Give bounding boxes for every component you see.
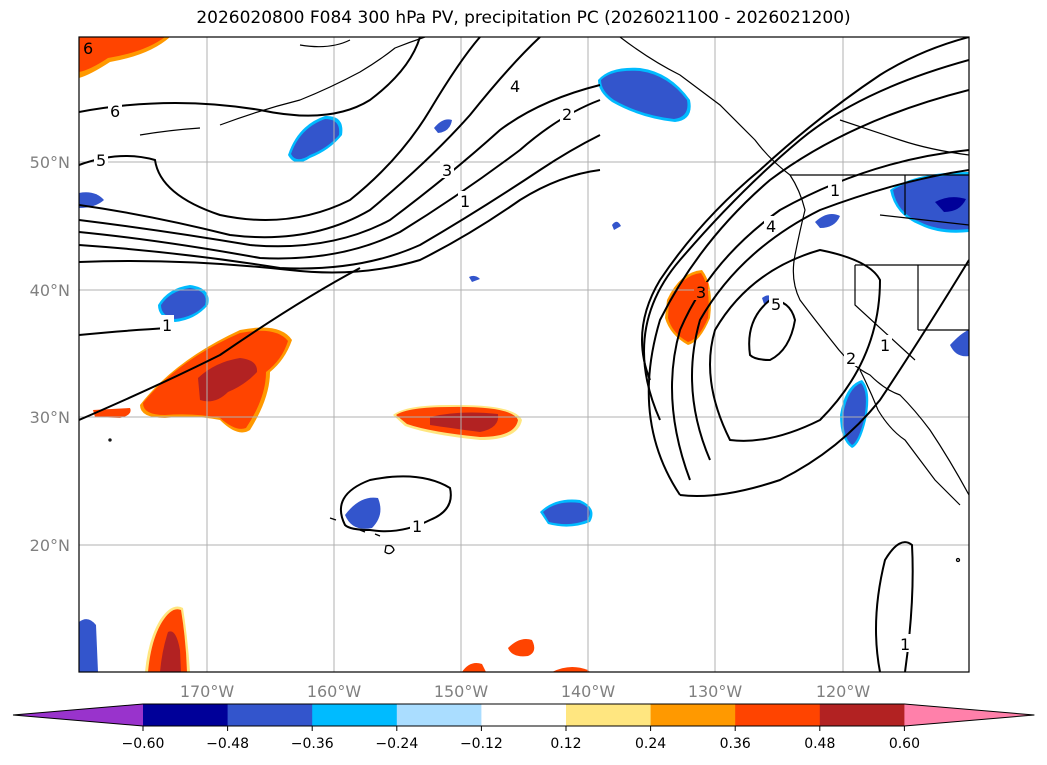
colorbar-tick-label: 0.36: [720, 736, 751, 752]
precip-negative-area: [543, 502, 590, 525]
precip-negative-area: [950, 330, 969, 357]
precip-positive-area: [508, 639, 535, 657]
precip-negative-area: [469, 275, 480, 282]
contour-label: 5: [96, 151, 106, 170]
precip-negative-area: [893, 175, 969, 230]
lon-label: 150°W: [434, 682, 489, 701]
colorbar-extend-low: [13, 704, 143, 726]
colorbar-tick-label: 0.60: [889, 736, 920, 752]
lon-label: 130°W: [688, 682, 743, 701]
colorbar-tick-label: −0.24: [375, 736, 418, 752]
contour-label: 2: [562, 105, 572, 124]
contour-label: 1: [880, 336, 890, 355]
colorbar-segment: [650, 704, 736, 726]
precip-negative-area: [612, 221, 621, 230]
lat-label: 40°N: [30, 281, 70, 300]
lat-label: 20°N: [30, 536, 70, 555]
lon-label: 170°W: [180, 682, 235, 701]
contour-label: 1: [900, 635, 910, 654]
contour-label: 1: [162, 316, 172, 335]
contour-label: 1: [830, 181, 840, 200]
contour-label: 4: [766, 217, 776, 236]
colorbar-extend-high: [904, 704, 1035, 726]
islands: [108, 438, 961, 563]
colorbar-segment: [819, 704, 905, 726]
colorbar-segment: [143, 704, 229, 726]
contour-label: 6: [110, 102, 120, 121]
precip-negative-area: [79, 619, 98, 672]
colorbar-tick-label: −0.36: [291, 736, 334, 752]
latitude-labels: 50°N 40°N 30°N 20°N: [30, 153, 70, 555]
colorbar-tick-label: 0.48: [804, 736, 835, 752]
gridlines: [79, 37, 969, 672]
lat-label: 50°N: [30, 153, 70, 172]
contour-label: 3: [696, 283, 706, 302]
precip-negative-area: [345, 497, 381, 529]
precip-negative-area: [843, 383, 866, 445]
contour-label: 4: [510, 77, 520, 96]
contour-label: 1: [412, 517, 422, 536]
lat-label: 30°N: [30, 408, 70, 427]
lon-label: 120°W: [816, 682, 871, 701]
colorbar-segment: [227, 704, 313, 726]
colorbar-tick-label: 0.12: [550, 736, 581, 752]
colorbar-tick-label: −0.48: [206, 736, 249, 752]
precip-negative-area: [601, 70, 688, 119]
colorbar: −0.60 −0.48 −0.36 −0.24 −0.12 0.12 0.24 0.36 0.4…: [12, 703, 1035, 752]
map-frame: [78, 36, 970, 673]
precip-strong-area: [198, 358, 258, 402]
colorbar-tick-label: 0.24: [635, 736, 666, 752]
precip-negative-area: [79, 192, 104, 208]
precip-negative-area: [161, 288, 206, 319]
precip-negative-area: [291, 119, 340, 160]
contour-label: 6: [83, 39, 93, 58]
contour-labels: 6 6 5 4 3 2 1 1 1 3 4 5 2 1: [82, 38, 912, 654]
colorbar-segment: [312, 704, 398, 726]
contour-label: 5: [771, 295, 781, 314]
precip-positive-area: [79, 37, 165, 72]
precip-strong-negative-area: [935, 197, 966, 212]
colorbar-segment: [735, 704, 821, 726]
contour-label: 3: [442, 161, 452, 180]
pv-contours: [79, 37, 969, 672]
colorbar-tick-label: −0.12: [460, 736, 503, 752]
colorbar-segment: [566, 704, 652, 726]
lon-label: 160°W: [307, 682, 362, 701]
contour-label: 2: [846, 349, 856, 368]
longitude-labels: 170°W 160°W 150°W 140°W 130°W 120°W: [180, 682, 871, 701]
lon-label: 140°W: [561, 682, 616, 701]
colorbar-segment: [396, 704, 482, 726]
precip-negative-area: [434, 119, 452, 133]
colorbar-tick-label: −0.60: [122, 736, 165, 752]
colorbar-segment: [481, 704, 567, 726]
contour-label: 1: [460, 192, 470, 211]
precip-positive-area: [462, 663, 486, 672]
map-title: 2026020800 F084 300 hPa PV, precipitatio…: [196, 8, 851, 28]
precip-negative-area: [815, 214, 840, 228]
precip-positive-area: [552, 666, 590, 672]
precip-strong-area: [160, 631, 181, 672]
